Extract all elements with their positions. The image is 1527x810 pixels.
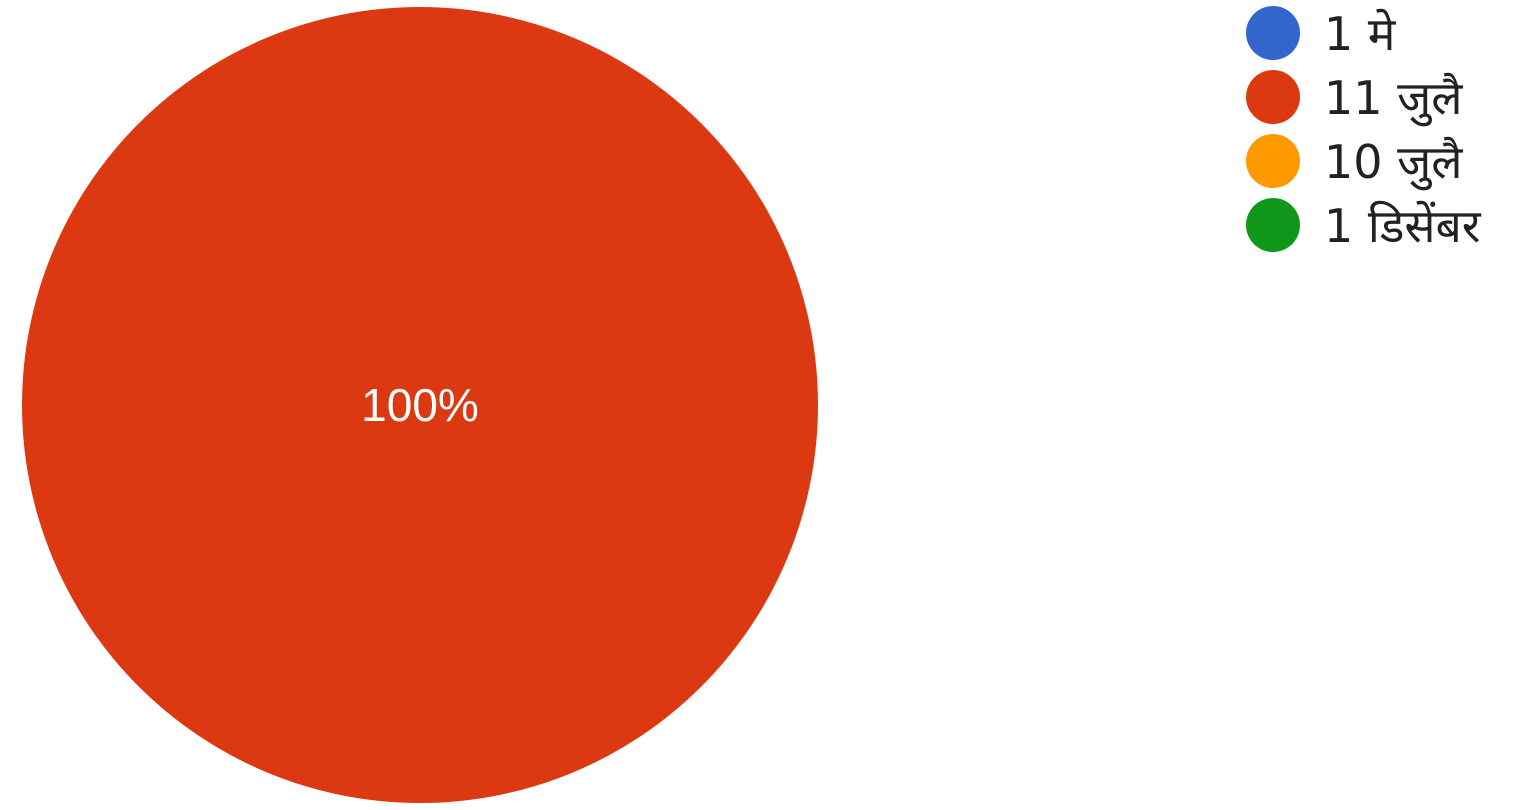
legend: 1 मे 11 जुलै 10 जुलै 1 डिसेंबर: [1246, 4, 1481, 260]
slice-percent-label: 100%: [361, 379, 479, 431]
legend-swatch: [1246, 70, 1300, 124]
legend-swatch: [1246, 198, 1300, 252]
legend-item[interactable]: 1 डिसेंबर: [1246, 196, 1481, 254]
legend-label: 1 डिसेंबर: [1324, 199, 1481, 253]
legend-swatch: [1246, 134, 1300, 188]
legend-item[interactable]: 1 मे: [1246, 4, 1481, 62]
legend-label: 1 मे: [1324, 7, 1396, 61]
pie-slice[interactable]: [22, 7, 818, 803]
legend-swatch: [1246, 6, 1300, 60]
legend-item[interactable]: 11 जुलै: [1246, 68, 1481, 126]
legend-label: 11 जुलै: [1324, 71, 1463, 125]
legend-label: 10 जुलै: [1324, 135, 1463, 189]
legend-item[interactable]: 10 जुलै: [1246, 132, 1481, 190]
